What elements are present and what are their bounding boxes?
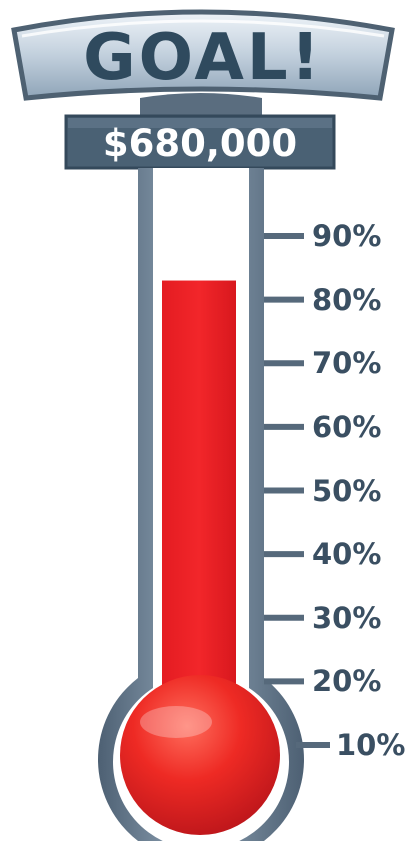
scale-label: 60%	[312, 409, 382, 444]
scale-tick	[264, 614, 304, 621]
scale-label: 40%	[312, 537, 382, 572]
scale-tick	[264, 551, 304, 558]
scale-label: 50%	[312, 473, 382, 508]
scale-label: 20%	[312, 664, 382, 699]
scale-tick	[264, 360, 304, 367]
scale-label: 90%	[312, 219, 382, 253]
goal-amount: $680,000	[102, 121, 298, 165]
scale-label: 70%	[312, 346, 382, 381]
thermometer-bulb	[120, 675, 280, 835]
scale-tick	[264, 296, 304, 303]
goal-title: GOAL!	[83, 20, 323, 95]
scale-tick	[264, 678, 304, 685]
thermometer-fill	[162, 280, 236, 720]
goal-banner	[11, 9, 395, 101]
scale-label: 30%	[312, 600, 382, 635]
scale-tick	[264, 487, 304, 494]
scale-tick	[264, 423, 304, 430]
scale-tick	[296, 742, 330, 748]
scale-label: 10%	[336, 728, 406, 762]
scale-ticks	[264, 233, 330, 748]
scale-label: 80%	[312, 282, 382, 317]
scale-tick	[264, 233, 304, 239]
